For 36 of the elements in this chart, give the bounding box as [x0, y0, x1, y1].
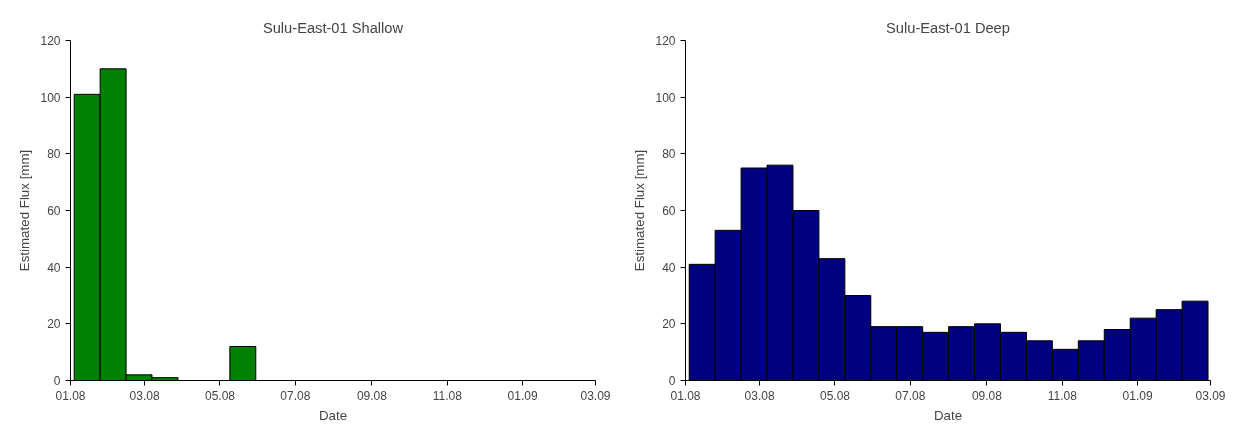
y-tick-label: 120: [40, 34, 61, 48]
x-tick-label: 07.08: [895, 388, 926, 403]
y-tick-label: 80: [662, 147, 676, 162]
y-tick-label: 20: [662, 317, 676, 332]
x-tick-label: 11.08: [432, 388, 463, 403]
y-tick-label: 120: [655, 34, 676, 48]
x-axis-title: Date: [318, 407, 348, 423]
y-tick-label: 60: [662, 204, 676, 218]
x-tick-label: 01.08: [55, 388, 86, 403]
x-tick-label: 03.08: [129, 388, 160, 403]
x-tick-label: 01.09: [1122, 388, 1153, 403]
y-tick-label: 60: [47, 204, 61, 218]
chart-title: Sulu-East-01 Deep: [886, 19, 1010, 36]
x-axis-title: Date: [933, 407, 963, 423]
x-tick-label: 05.08: [819, 388, 851, 403]
x-tick-label: 03.08: [744, 388, 775, 403]
x-tick-label: 05.08: [204, 388, 236, 403]
y-tick-label: 20: [47, 317, 61, 332]
x-tick-label: 11.08: [1047, 388, 1078, 403]
y-tick-label: 0: [668, 374, 676, 388]
y-axis-title: Estimated Flux [mm]: [632, 149, 648, 272]
x-tick-label: 01.08: [670, 388, 701, 403]
y-tick-label: 100: [40, 90, 61, 105]
y-tick-label: 40: [47, 260, 61, 275]
x-tick-label: 07.08: [280, 388, 311, 403]
y-tick-label: 100: [655, 90, 676, 105]
x-tick-label: 03.09: [580, 388, 611, 403]
x-tick-label: 01.09: [507, 388, 538, 403]
y-tick-label: 40: [662, 260, 676, 275]
x-tick-label: 03.09: [1195, 388, 1226, 403]
chart-title: Sulu-East-01 Shallow: [262, 19, 404, 36]
y-tick-label: 80: [47, 147, 61, 162]
y-tick-label: 0: [53, 374, 61, 388]
x-tick-label: 09.08: [356, 388, 388, 403]
y-axis-title: Estimated Flux [mm]: [17, 149, 33, 272]
x-tick-label: 09.08: [971, 388, 1003, 403]
